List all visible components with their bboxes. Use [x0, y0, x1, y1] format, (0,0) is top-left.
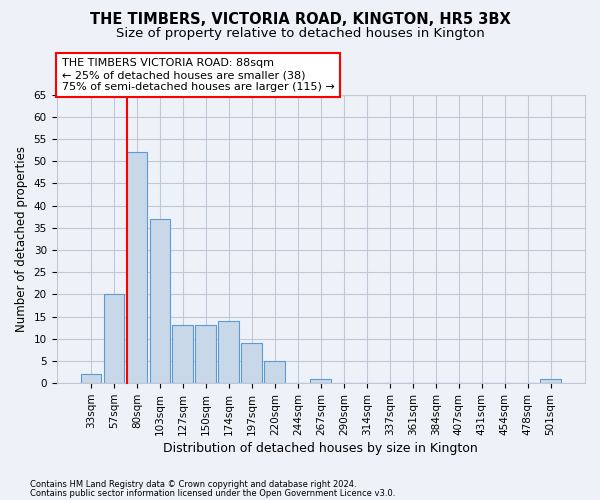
Bar — [149, 219, 170, 383]
Bar — [310, 379, 331, 383]
Text: Contains public sector information licensed under the Open Government Licence v3: Contains public sector information licen… — [30, 488, 395, 498]
Bar — [241, 343, 262, 383]
Bar — [104, 294, 124, 383]
Text: THE TIMBERS VICTORIA ROAD: 88sqm
← 25% of detached houses are smaller (38)
75% o: THE TIMBERS VICTORIA ROAD: 88sqm ← 25% o… — [62, 58, 335, 92]
Bar — [172, 326, 193, 383]
Text: Contains HM Land Registry data © Crown copyright and database right 2024.: Contains HM Land Registry data © Crown c… — [30, 480, 356, 489]
Bar — [218, 321, 239, 383]
Bar — [265, 361, 285, 383]
Bar — [540, 379, 561, 383]
Text: THE TIMBERS, VICTORIA ROAD, KINGTON, HR5 3BX: THE TIMBERS, VICTORIA ROAD, KINGTON, HR5… — [89, 12, 511, 28]
Bar — [127, 152, 147, 383]
Bar — [196, 326, 216, 383]
Text: Size of property relative to detached houses in Kington: Size of property relative to detached ho… — [116, 28, 484, 40]
Bar — [80, 374, 101, 383]
X-axis label: Distribution of detached houses by size in Kington: Distribution of detached houses by size … — [163, 442, 478, 455]
Y-axis label: Number of detached properties: Number of detached properties — [15, 146, 28, 332]
